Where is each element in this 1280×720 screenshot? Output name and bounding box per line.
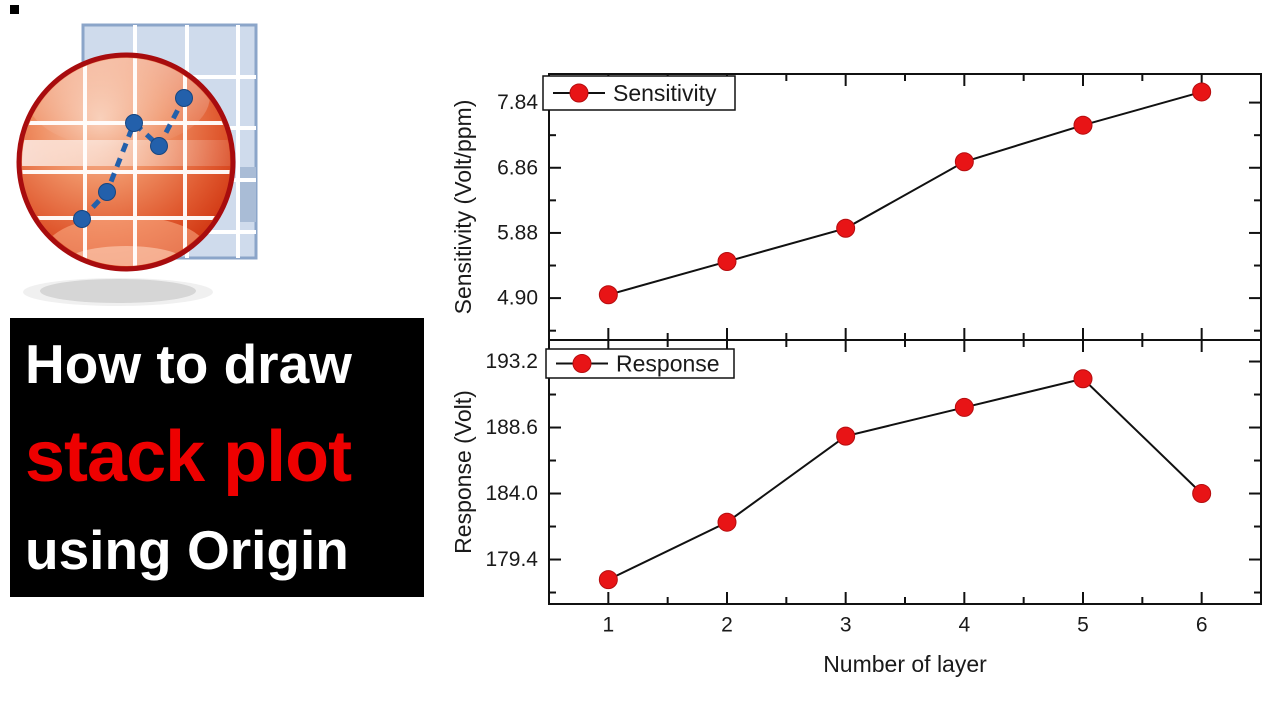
logo-shadow: [40, 279, 196, 303]
y-tick-label: 5.88: [497, 221, 538, 244]
data-point: [717, 252, 737, 272]
x-tick-label: 4: [958, 614, 970, 637]
panel-frame: [548, 339, 1262, 605]
banner-line-1: How to draw: [25, 333, 352, 395]
y-axis-title: Response (Volt): [450, 390, 476, 554]
logo-sphere: [16, 52, 236, 272]
data-point: [836, 218, 856, 238]
x-axis-title: Number of layer: [823, 651, 987, 677]
legend-label: Sensitivity: [613, 80, 717, 106]
x-tick-label: 5: [1077, 614, 1089, 637]
origin-logo-icon: [16, 23, 258, 306]
data-point: [1073, 115, 1093, 135]
legend-symbol-marker: [569, 83, 589, 103]
response-panel: 179.4 184.0 188.6 193.2 Response (Volt) 1 2 3 4 5…: [450, 339, 1262, 677]
y-tick-label: 184.0: [485, 482, 538, 505]
data-point: [1192, 82, 1212, 102]
banner-line-3: using Origin: [25, 519, 349, 581]
y-tick-label: 179.4: [485, 548, 538, 571]
data-point: [598, 285, 618, 305]
tick-marks: [549, 340, 1261, 604]
title-banner: How to draw stack plot using Origin: [10, 318, 424, 597]
panel-frame: [548, 73, 1262, 341]
x-tick-label: 1: [602, 614, 614, 637]
sensitivity-panel: 4.90 5.88 6.86 7.84 Sensitivity (Volt/ppm) Se…: [450, 73, 1262, 341]
x-tick-label: 3: [840, 614, 852, 637]
y-tick-label: 193.2: [485, 350, 538, 373]
sensitivity-series-line: [608, 90, 1202, 296]
data-point: [954, 152, 974, 172]
data-point: [954, 397, 974, 417]
logo-shadow-soft: [23, 278, 213, 306]
x-tick-label: 2: [721, 614, 733, 637]
legend-sensitivity: Sensitivity: [542, 75, 736, 111]
x-tick-label: 6: [1196, 614, 1208, 637]
response-series-line: [607, 377, 1203, 581]
legend-label: Response: [616, 351, 720, 377]
banner-line-2: stack plot: [25, 417, 352, 497]
y-axis-title: Sensitivity (Volt/ppm): [450, 100, 476, 315]
data-point: [598, 570, 618, 590]
y-tick-label: 188.6: [485, 416, 538, 439]
y-tick-label: 4.90: [497, 287, 538, 310]
data-point: [836, 426, 856, 446]
tick-marks: [549, 74, 1261, 340]
corner-artifact: [10, 5, 19, 14]
y-tick-label: 7.84: [497, 91, 538, 114]
legend-response: Response: [545, 348, 735, 379]
logo-line-chart: [73, 89, 193, 228]
y-tick-label: 6.86: [497, 156, 538, 179]
legend-symbol-marker: [572, 354, 592, 373]
data-point: [1192, 484, 1212, 504]
data-point: [1073, 369, 1093, 389]
data-point: [717, 512, 737, 532]
